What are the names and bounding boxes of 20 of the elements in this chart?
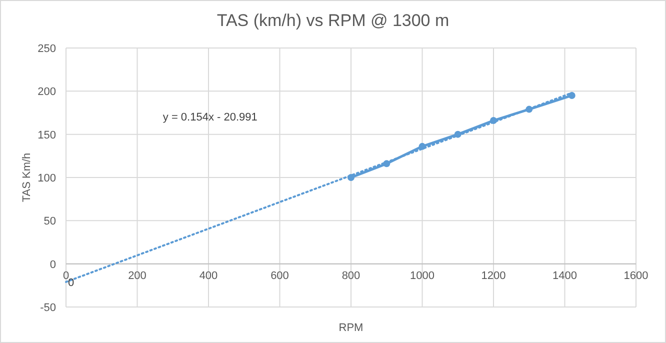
- x-tick-label: 400: [199, 270, 218, 282]
- y-tick-label: 50: [44, 216, 56, 228]
- chart-title: TAS (km/h) vs RPM @ 1300 m: [216, 11, 450, 30]
- x-tick-label: 800: [342, 270, 360, 282]
- y-axis-title: TAS Km/h: [21, 152, 33, 202]
- y-tick-label: 250: [38, 43, 56, 55]
- x-tick-label: 0: [62, 270, 70, 282]
- x-tick-label: 1200: [481, 270, 506, 282]
- y-tick-label: 200: [38, 86, 56, 98]
- annotation: y = 0.154x - 20.991: [162, 112, 258, 124]
- x-tick-label: 200: [128, 270, 146, 282]
- x-tick-label: 1000: [410, 270, 434, 282]
- x-tick-label: 600: [270, 270, 289, 282]
- y-tick-label: 0: [50, 258, 56, 271]
- x-tick-label: 1400: [552, 270, 577, 282]
- y-tick-label: 150: [38, 129, 56, 142]
- y-tick-label: -50: [40, 302, 56, 314]
- y-tick-label: 100: [38, 172, 56, 184]
- x-axis-title: RPM: [338, 322, 364, 334]
- x-tick-label: 1600: [624, 270, 648, 282]
